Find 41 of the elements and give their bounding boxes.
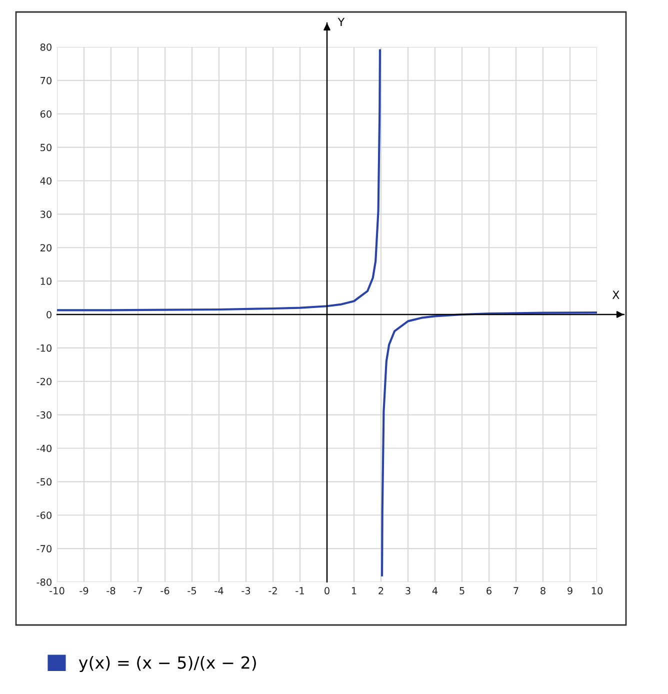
x-tick-label: -5 bbox=[188, 587, 196, 594]
y-tick-label: 50 bbox=[40, 144, 52, 152]
x-tick-label: -9 bbox=[80, 587, 88, 594]
y-tick-label: 0 bbox=[46, 310, 52, 318]
legend-label: y(x) = (x − 5)/(x − 2) bbox=[78, 656, 256, 672]
x-tick-label: 3 bbox=[406, 587, 410, 594]
x-tick-label: 1 bbox=[352, 587, 356, 594]
y-tick-label: 10 bbox=[40, 278, 52, 285]
y-tick-label: -70 bbox=[36, 545, 52, 552]
y-tick-label: 80 bbox=[40, 43, 52, 51]
y-axis-title: Y bbox=[338, 18, 345, 26]
y-tick-label: 30 bbox=[40, 210, 52, 218]
x-tick-label: 2 bbox=[378, 587, 384, 594]
x-tick-label: 8 bbox=[540, 587, 546, 594]
x-tick-label: 5 bbox=[460, 587, 464, 594]
x-tick-label: 7 bbox=[514, 587, 518, 594]
y-tick-label: -80 bbox=[36, 578, 52, 586]
x-tick-label: -7 bbox=[134, 587, 142, 594]
x-tick-label: -10 bbox=[50, 587, 64, 594]
y-tick-label: 70 bbox=[40, 76, 52, 84]
x-tick-label: -8 bbox=[106, 587, 116, 594]
x-tick-label: -2 bbox=[268, 587, 277, 594]
x-tick-label: -3 bbox=[242, 587, 250, 594]
y-tick-label: -10 bbox=[36, 344, 52, 352]
x-tick-label: -1 bbox=[296, 587, 304, 594]
y-tick-label: -60 bbox=[36, 512, 52, 519]
y-tick-label: -40 bbox=[36, 444, 52, 452]
y-tick-label: -50 bbox=[36, 478, 52, 486]
x-tick-label: 4 bbox=[432, 587, 438, 594]
x-tick-label: 10 bbox=[592, 587, 603, 594]
x-axis-title: X bbox=[612, 290, 620, 299]
x-tick-label: -4 bbox=[214, 587, 224, 594]
y-tick-label: 40 bbox=[40, 177, 52, 185]
y-tick-label: -30 bbox=[36, 411, 52, 419]
x-tick-label: -6 bbox=[160, 587, 170, 594]
x-tick-label: 0 bbox=[324, 587, 330, 594]
y-tick-label: -20 bbox=[36, 378, 52, 386]
x-tick-label: 9 bbox=[568, 587, 572, 594]
y-tick-label: 60 bbox=[40, 110, 52, 118]
y-tick-label: 20 bbox=[40, 244, 52, 252]
x-tick-label: 6 bbox=[486, 587, 492, 594]
